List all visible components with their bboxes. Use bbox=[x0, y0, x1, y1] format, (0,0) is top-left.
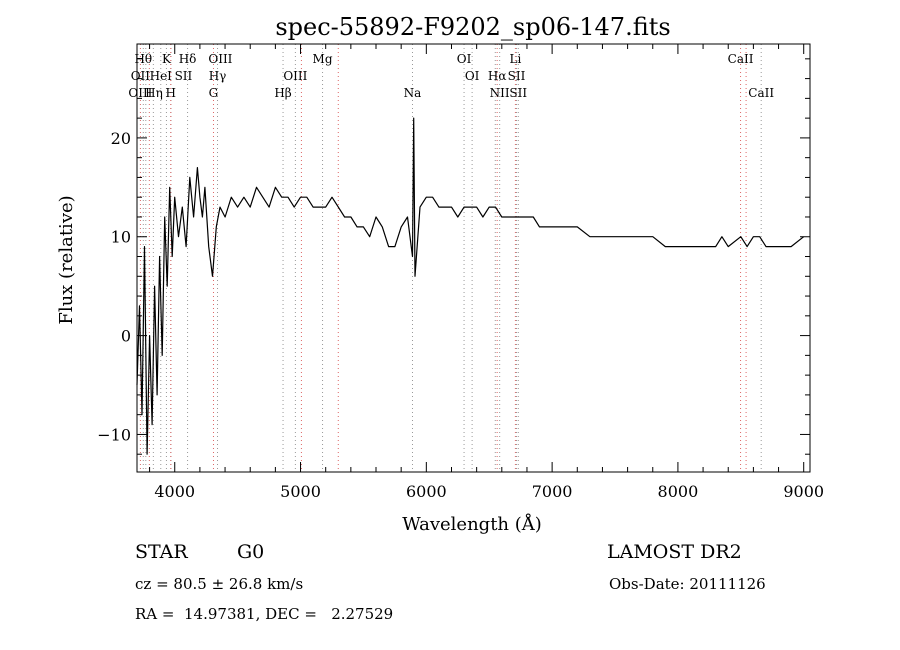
chart-title: spec-55892-F9202_sp06-147.fits bbox=[275, 13, 670, 41]
line-label: Na bbox=[404, 86, 422, 100]
line-label: Hγ bbox=[209, 69, 227, 83]
line-label: SII bbox=[508, 69, 526, 83]
line-label: NII bbox=[490, 86, 510, 100]
line-label: Hδ bbox=[179, 52, 197, 66]
line-label: OIII bbox=[128, 86, 152, 100]
spectral-line-markers bbox=[139, 44, 762, 472]
coordinates: RA = 14.97381, DEC = 2.27529 bbox=[135, 605, 394, 623]
line-label: K bbox=[162, 52, 172, 66]
plot-frame bbox=[136, 43, 811, 473]
x-axis: 4000 5000 6000 7000 8000 9000 bbox=[149, 44, 824, 501]
line-label: Mg bbox=[313, 52, 333, 66]
x-tick-label: 5000 bbox=[280, 482, 321, 501]
line-label: CaII bbox=[728, 52, 754, 66]
x-tick-label: 6000 bbox=[406, 482, 447, 501]
line-label: CaII bbox=[748, 86, 774, 100]
line-label: OI bbox=[457, 52, 472, 66]
line-label: Hα bbox=[488, 69, 507, 83]
line-label: Hβ bbox=[274, 86, 291, 100]
y-tick-label: 0 bbox=[121, 327, 131, 346]
velocity-readout: cz = 80.5 ± 26.8 km/s bbox=[135, 575, 304, 593]
spectrum-layer bbox=[136, 117, 805, 455]
x-tick-label: 4000 bbox=[154, 482, 195, 501]
x-tick-label: 7000 bbox=[532, 482, 573, 501]
y-axis: −10 0 10 20 bbox=[97, 58, 810, 455]
line-label: OIII bbox=[208, 52, 232, 66]
line-label: G bbox=[209, 86, 219, 100]
obs-date: Obs-Date: 20111126 bbox=[609, 575, 766, 593]
y-tick-label: 10 bbox=[111, 228, 131, 247]
y-tick-label: 20 bbox=[111, 129, 131, 148]
object-subclass: G0 bbox=[237, 541, 265, 563]
y-axis-label: Flux (relative) bbox=[56, 195, 77, 324]
spectrum-series bbox=[136, 117, 805, 455]
line-label: Hθ bbox=[134, 52, 152, 66]
line-label: Li bbox=[509, 52, 521, 66]
y-tick-label: −10 bbox=[97, 425, 131, 444]
line-label: HeI bbox=[150, 69, 173, 83]
line-label: H bbox=[165, 86, 175, 100]
survey-name: LAMOST DR2 bbox=[607, 541, 742, 563]
line-label: SII bbox=[175, 69, 193, 83]
object-class: STAR bbox=[135, 541, 188, 563]
line-label: OII bbox=[131, 69, 151, 83]
x-axis-label: Wavelength (Å) bbox=[402, 513, 542, 535]
line-label: OIII bbox=[283, 69, 307, 83]
x-tick-label: 9000 bbox=[783, 482, 824, 501]
x-tick-label: 8000 bbox=[658, 482, 699, 501]
line-label: SII bbox=[509, 86, 527, 100]
line-label: OI bbox=[465, 69, 480, 83]
line-label: Hη bbox=[145, 86, 163, 100]
